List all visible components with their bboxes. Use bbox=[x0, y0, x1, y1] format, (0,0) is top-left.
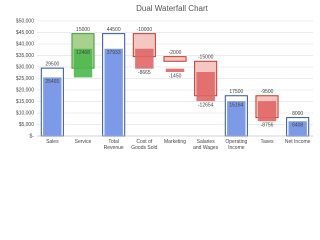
actual-bar bbox=[227, 101, 246, 136]
actual-bar bbox=[104, 48, 123, 136]
actual-label: -8665 bbox=[138, 70, 151, 76]
actual-bar bbox=[43, 77, 62, 136]
y-tick-label: $40,000 bbox=[16, 41, 34, 47]
y-tick-label: $45,000 bbox=[16, 30, 34, 36]
chart: Dual Waterfall Chart $- $5,000 $10,000 $15,… bbox=[15, 4, 313, 152]
y-tick-label: $5,000 bbox=[19, 122, 35, 128]
plan-label: 29500 bbox=[45, 61, 59, 67]
x-tick-label: Operating Income bbox=[225, 139, 247, 151]
y-tick-label: $30,000 bbox=[16, 64, 34, 70]
x-tick-label: Cost of Goods Sold bbox=[131, 139, 157, 151]
actual-label: -12654 bbox=[198, 102, 214, 108]
x-tick-label: Net Income bbox=[285, 139, 311, 145]
y-tick-label: $20,000 bbox=[16, 87, 34, 93]
plan-label: 8000 bbox=[292, 111, 303, 117]
plan-bar bbox=[163, 56, 187, 62]
plan-label: -9500 bbox=[261, 89, 274, 95]
y-tick-label: $15,000 bbox=[16, 99, 34, 105]
actual-label: 25465 bbox=[45, 79, 59, 85]
actual-label: 37933 bbox=[107, 50, 121, 56]
plan-label: -15000 bbox=[198, 55, 214, 61]
actual-bar bbox=[135, 48, 154, 69]
plan-label: 17500 bbox=[229, 89, 243, 95]
actual-bar bbox=[288, 121, 307, 136]
x-tick-label: Salaries and Wages bbox=[193, 139, 219, 151]
chart-title: Dual Waterfall Chart bbox=[136, 4, 209, 13]
actual-bar bbox=[165, 68, 185, 73]
x-tick-label: Marketing bbox=[164, 139, 186, 145]
y-tick-label: $10,000 bbox=[16, 110, 34, 116]
x-tick-label: Service bbox=[75, 139, 92, 145]
x-tick-label: Taxes bbox=[260, 139, 274, 145]
y-tick-label: $25,000 bbox=[16, 76, 34, 82]
actual-label: -8756 bbox=[261, 123, 274, 129]
plan-label: 44500 bbox=[107, 27, 121, 33]
y-tick-label: $- bbox=[30, 133, 35, 139]
plan-label: -2000 bbox=[169, 50, 182, 56]
plan-label: -10000 bbox=[137, 27, 153, 33]
actual-label: 12468 bbox=[76, 50, 90, 56]
y-tick-label: $35,000 bbox=[16, 53, 34, 59]
plan-label: 15000 bbox=[76, 27, 90, 33]
y-tick-label: $50,000 bbox=[16, 18, 34, 24]
actual-bar bbox=[196, 72, 215, 102]
actual-bar bbox=[257, 101, 277, 122]
actual-label: 6408 bbox=[292, 123, 303, 129]
x-tick-label: Sales bbox=[46, 139, 59, 145]
actual-label: 15164 bbox=[229, 102, 243, 108]
actual-label: -1450 bbox=[169, 73, 182, 79]
actual-bar bbox=[73, 48, 93, 78]
x-tick-label: Total Revenue bbox=[104, 139, 124, 151]
